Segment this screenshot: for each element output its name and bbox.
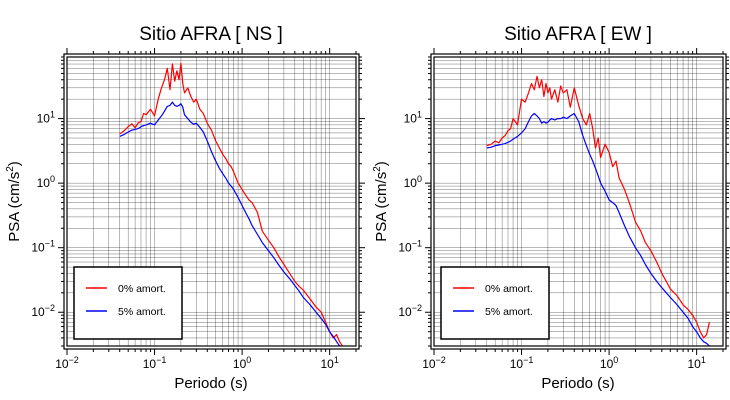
legend-label: 5% amort. xyxy=(118,306,166,318)
chart-title: Sitio AFRA [ EW ] xyxy=(504,24,652,45)
y-tick-label-exp: −2 xyxy=(45,303,55,313)
y-tick-label: 101 xyxy=(37,110,55,126)
legend: 0% amort. 5% amort. xyxy=(440,266,550,340)
y-tick-label-exp: 1 xyxy=(417,110,422,120)
y-tick-label-exp: 1 xyxy=(50,110,55,120)
x-tick-label: 10−2 xyxy=(422,355,446,371)
x-tick-label-base: 10 xyxy=(422,357,436,371)
plot-frame xyxy=(66,56,357,347)
x-tick-label-exp: 0 xyxy=(613,355,618,365)
x-tick-label-base: 10 xyxy=(687,357,701,371)
grid-lines xyxy=(67,57,356,346)
x-tick-label: 100 xyxy=(600,355,618,371)
y-tick-label-base: 10 xyxy=(37,176,51,190)
legend: 0% amort. 5% amort. xyxy=(73,266,183,340)
legend-label: 0% amort. xyxy=(485,283,533,295)
y-tick-label-base: 10 xyxy=(404,176,418,190)
x-tick-label-base: 10 xyxy=(233,357,247,371)
x-tick-label-base: 10 xyxy=(320,357,334,371)
chart-panel-ew: Sitio AFRA [ EW ]10−2 10−1 100 10110−210−11… xyxy=(372,24,730,392)
series-line-0pct xyxy=(486,75,710,339)
x-tick-label: 10−2 xyxy=(55,355,79,371)
y-axis-label-sup: 2 xyxy=(372,166,383,172)
x-tick-label-base: 10 xyxy=(600,357,614,371)
x-tick-label-exp: −2 xyxy=(69,355,79,365)
y-tick-label-base: 10 xyxy=(31,305,45,319)
x-tick-label: 10−1 xyxy=(510,355,534,371)
plot-frame-outer xyxy=(63,53,360,350)
y-tick-label: 10−1 xyxy=(398,239,422,255)
y-axis-label-main: PSA (cm/s xyxy=(6,172,23,242)
y-tick-label-exp: −1 xyxy=(45,239,55,249)
y-tick-label-exp: 0 xyxy=(417,174,422,184)
y-tick-label: 101 xyxy=(404,110,422,126)
x-tick-label-exp: 1 xyxy=(334,355,339,365)
x-tick-label: 10−1 xyxy=(143,355,167,371)
y-tick-label: 100 xyxy=(37,174,55,190)
x-tick-label-exp: 1 xyxy=(701,355,706,365)
y-tick-label: 10−1 xyxy=(31,239,55,255)
x-tick-label: 101 xyxy=(320,355,338,371)
x-tick-label-exp: −1 xyxy=(523,355,533,365)
legend-box xyxy=(440,266,550,340)
legend-label: 5% amort. xyxy=(485,306,533,318)
x-tick-label: 100 xyxy=(233,355,251,371)
y-tick-label-base: 10 xyxy=(398,241,412,255)
y-axis-label-sup: 2 xyxy=(5,166,16,172)
y-axis-label-tail: ) xyxy=(373,161,390,166)
x-tick-label-base: 10 xyxy=(510,357,524,371)
y-tick-label-exp: −2 xyxy=(412,303,422,313)
plot-frame-outer xyxy=(430,53,727,350)
x-axis-label: Periodo (s) xyxy=(174,375,247,392)
y-tick-label-base: 10 xyxy=(404,112,418,126)
y-tick-label: 100 xyxy=(404,174,422,190)
legend-box xyxy=(73,266,183,340)
x-tick-label-base: 10 xyxy=(143,357,157,371)
y-axis-label: PSA (cm/s2) xyxy=(5,161,23,242)
y-tick-label-base: 10 xyxy=(398,305,412,319)
y-tick-label: 10−2 xyxy=(31,303,55,319)
y-tick-label-base: 10 xyxy=(37,112,51,126)
x-tick-label-exp: −1 xyxy=(156,355,166,365)
x-tick-label: 101 xyxy=(687,355,705,371)
y-axis-label: PSA (cm/s2) xyxy=(372,161,390,242)
y-tick-label: 10−2 xyxy=(398,303,422,319)
axis-ticks xyxy=(58,48,365,355)
y-tick-label-base: 10 xyxy=(31,241,45,255)
series-line-0pct xyxy=(119,62,343,347)
plot-frame xyxy=(433,56,724,347)
y-tick-label-exp: −1 xyxy=(412,239,422,249)
series-line-5pct xyxy=(119,101,341,347)
chart-title: Sitio AFRA [ NS ] xyxy=(139,24,283,45)
series-line-5pct xyxy=(486,112,710,347)
x-tick-label-exp: 0 xyxy=(246,355,251,365)
y-tick-label-exp: 0 xyxy=(50,174,55,184)
axis-ticks xyxy=(425,48,730,355)
y-axis-label-tail: ) xyxy=(6,161,23,166)
chart-panel-ns: Sitio AFRA [ NS ]10−2 10−1 100 10110−210−11… xyxy=(5,24,365,392)
y-axis-label-main: PSA (cm/s xyxy=(373,172,390,242)
x-axis-label: Periodo (s) xyxy=(541,375,614,392)
x-tick-label-exp: −2 xyxy=(436,355,446,365)
x-tick-label-base: 10 xyxy=(55,357,69,371)
legend-label: 0% amort. xyxy=(118,283,166,295)
